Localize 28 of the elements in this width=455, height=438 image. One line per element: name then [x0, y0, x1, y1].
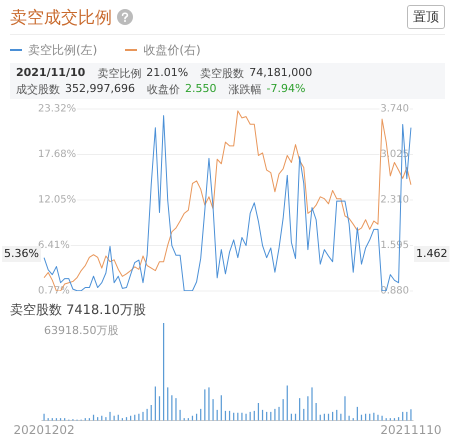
text: -7.94%	[266, 82, 306, 96]
x-tick-label: 20211110	[380, 422, 442, 437]
text: 2021/11/10	[16, 66, 86, 80]
text: 成交股数	[16, 82, 60, 96]
y-tick-label: 23.32%	[38, 104, 76, 115]
x-tick-label: 20201202	[14, 422, 75, 437]
legend-label: 卖空比例(左)	[28, 42, 98, 58]
y2-tick-label: 0.880	[380, 286, 409, 297]
text: 2.550	[184, 82, 216, 96]
y-tick-label: 12.05%	[38, 194, 76, 206]
annotation: 5.36%	[4, 246, 40, 260]
chart-title: 卖空股数 7418.10万股	[9, 302, 147, 319]
text: 涨跌幅	[228, 82, 262, 96]
text: 卖空比例	[97, 66, 142, 80]
y2-tick-label: 3.740	[380, 104, 409, 115]
text: 置顶	[407, 5, 445, 29]
y-tick-label: 17.68%	[38, 149, 76, 160]
text: 352,997,696	[65, 82, 135, 96]
chart-title: 卖空成交比例	[10, 6, 112, 28]
y-tick-label: 0.77%	[38, 286, 70, 297]
text: 21.01%	[146, 66, 188, 80]
y-tick-label: 6.41%	[38, 240, 70, 252]
annotation: 1.462	[416, 246, 448, 260]
text: 卖空股数	[200, 66, 244, 80]
annotation: 63918.50万股	[44, 324, 118, 337]
text: 74,181,000	[249, 66, 312, 80]
text: 收盘价	[146, 82, 180, 96]
legend-label: 收盘价(右)	[143, 42, 201, 58]
